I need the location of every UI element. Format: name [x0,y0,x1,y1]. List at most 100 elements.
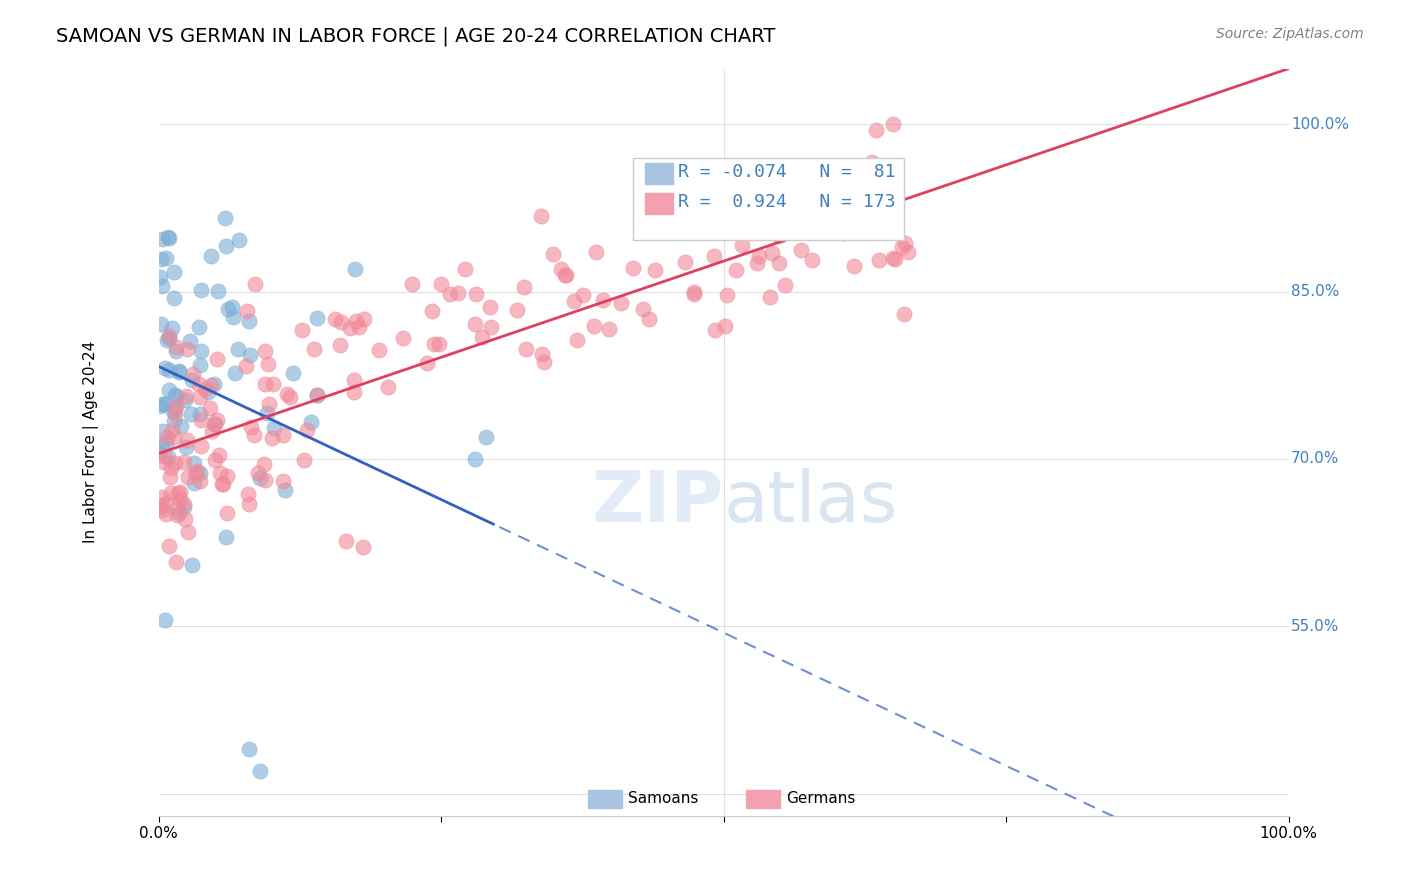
Point [163,265,186,279]
Point [893,235,915,250]
Point [150,438,173,452]
FancyBboxPatch shape [644,163,673,185]
Point [263,420,285,434]
Point [207,284,229,298]
Point [305,311,328,326]
Point [610,296,633,310]
Point [152,397,174,411]
Text: 100.0%: 100.0% [1291,117,1348,132]
Point [159,470,181,484]
Point [276,386,298,401]
Point [159,331,181,345]
Point [714,319,737,334]
Point [181,373,204,387]
Point [194,382,217,396]
Point [262,377,284,392]
FancyBboxPatch shape [747,789,780,808]
Point [748,249,770,263]
Point [447,285,470,300]
Point [165,343,187,358]
Point [281,366,304,380]
Point [238,496,260,510]
Point [181,367,204,381]
Point [479,319,502,334]
Point [228,342,250,356]
Point [200,378,222,392]
Point [205,413,228,427]
Point [347,319,370,334]
Text: 55.0%: 55.0% [1291,619,1340,634]
Point [188,466,211,480]
Point [173,455,195,469]
Point [305,388,328,402]
Point [201,424,224,438]
Point [683,285,706,299]
Point [621,260,644,275]
Point [188,474,211,488]
Point [215,530,238,544]
Point [165,399,187,413]
Point [274,483,297,497]
Point [243,277,266,292]
Point [851,200,873,214]
Point [217,302,239,317]
Point [236,486,259,500]
Point [150,279,173,293]
Point [339,320,361,334]
Point [253,458,276,472]
Point [512,279,534,293]
Point [156,333,179,347]
Point [165,340,187,354]
Point [768,228,790,243]
Point [401,277,423,291]
Point [897,245,920,260]
Point [842,259,865,273]
Point [167,364,190,378]
Point [863,177,886,191]
Point [249,764,271,779]
Point [153,450,176,464]
Text: Germans: Germans [786,791,855,806]
Point [162,429,184,443]
Point [631,301,654,316]
Point [240,419,263,434]
Point [236,303,259,318]
Point [329,337,352,351]
Point [893,307,915,321]
Point [173,500,195,514]
Point [673,255,696,269]
Point [204,453,226,467]
Point [703,249,725,263]
Point [377,380,399,394]
Point [162,291,184,305]
Point [368,343,391,357]
Point [228,233,250,247]
Point [278,390,301,404]
Point [543,247,565,261]
Point [149,252,172,267]
Point [208,466,231,480]
Point [156,230,179,244]
Point [150,232,173,246]
Point [868,252,890,267]
Point [155,360,177,375]
Text: 70.0%: 70.0% [1291,451,1340,467]
Point [214,239,236,253]
Point [217,469,239,483]
Point [214,211,236,225]
Point [247,467,270,481]
Point [211,477,233,491]
Point [156,44,179,58]
Point [163,456,186,470]
Point [325,312,347,326]
Point [197,384,219,399]
Point [335,534,357,549]
Point [530,346,553,360]
Point [162,403,184,417]
Point [190,343,212,358]
Point [165,388,187,402]
Point [844,223,866,237]
Point [644,263,666,277]
Point [799,204,821,219]
Point [152,503,174,517]
